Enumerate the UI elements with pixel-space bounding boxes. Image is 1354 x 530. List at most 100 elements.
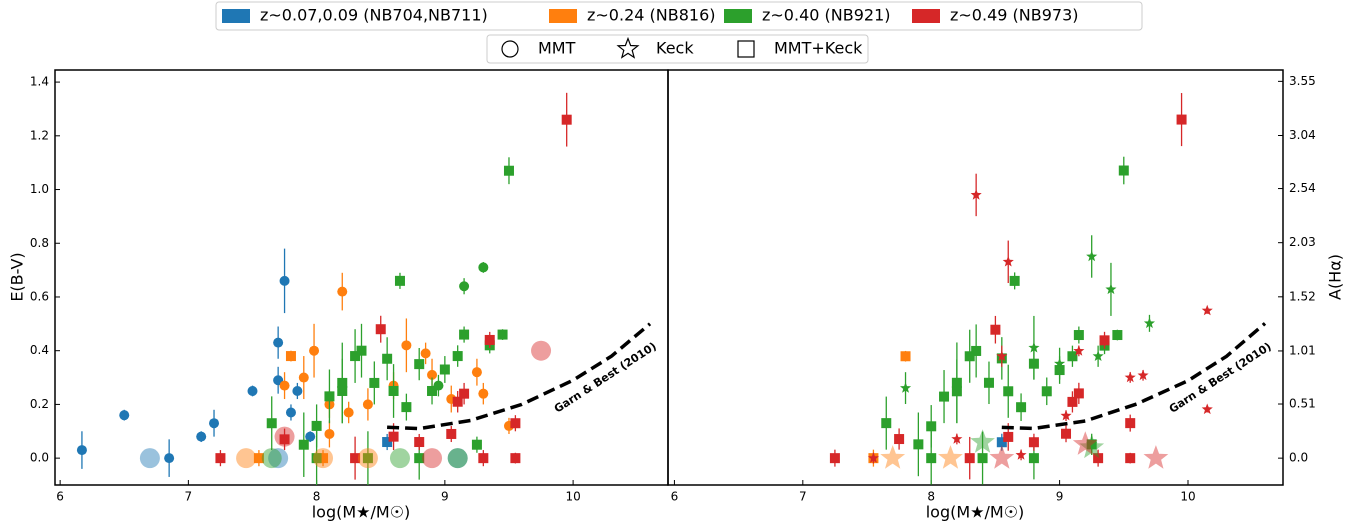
point <box>1125 418 1136 429</box>
point <box>1002 255 1014 267</box>
point <box>298 372 309 383</box>
point <box>459 329 470 340</box>
point <box>394 275 405 286</box>
point <box>447 448 468 469</box>
point <box>881 418 892 429</box>
point <box>926 453 937 464</box>
reference-curve <box>387 322 652 431</box>
point <box>268 448 289 469</box>
y2-tick-label: 3.55 <box>1289 74 1316 88</box>
legend-swatch <box>222 9 250 23</box>
x-tick-label: 10 <box>565 490 580 504</box>
point <box>894 434 905 445</box>
point <box>1073 388 1084 399</box>
legend-label: MMT+Keck <box>774 39 863 58</box>
point <box>1060 409 1072 421</box>
point <box>273 337 284 348</box>
point <box>1061 428 1072 439</box>
point <box>324 391 335 402</box>
curve-label: Garn & Best (2010) <box>552 340 659 416</box>
point <box>983 377 994 388</box>
point <box>970 429 995 453</box>
point <box>471 439 482 450</box>
point <box>389 448 410 469</box>
point <box>561 114 572 125</box>
point <box>1086 250 1098 262</box>
point <box>388 431 399 442</box>
point <box>1176 114 1187 125</box>
point <box>446 428 457 439</box>
point <box>964 351 975 362</box>
point <box>531 340 552 361</box>
y-axis-label: E(B-V) <box>8 252 27 301</box>
point <box>318 453 329 464</box>
point <box>285 407 296 418</box>
curve-label: Garn & Best (2010) <box>1167 340 1274 416</box>
point <box>484 334 495 345</box>
point <box>209 418 220 429</box>
point <box>497 329 508 340</box>
x-tick-label: 8 <box>313 490 321 504</box>
point <box>215 453 226 464</box>
legend-marker <box>616 36 640 59</box>
point <box>414 359 425 370</box>
point <box>311 453 322 464</box>
y-tick-label: 0.4 <box>30 343 49 357</box>
point <box>510 418 521 429</box>
point <box>1072 431 1098 455</box>
y2-tick-label: 0.0 <box>1289 451 1308 465</box>
marker-legend-box <box>486 34 869 64</box>
point <box>274 426 295 447</box>
point <box>196 431 207 442</box>
point <box>990 324 1001 335</box>
point <box>1086 438 1098 450</box>
y2-tick-label: 2.54 <box>1289 181 1316 195</box>
point <box>1015 449 1027 460</box>
point <box>977 453 988 464</box>
point <box>76 445 87 456</box>
point <box>343 407 354 418</box>
point <box>414 437 425 448</box>
point <box>139 448 160 469</box>
point <box>1028 341 1040 353</box>
point <box>382 353 393 364</box>
point <box>1143 317 1155 329</box>
point <box>420 348 431 359</box>
y2-tick-label: 1.01 <box>1289 343 1316 357</box>
point <box>1105 283 1117 295</box>
x-axis-label: log(M★/M☉) <box>926 503 1025 522</box>
point <box>1124 371 1136 383</box>
point <box>422 448 443 469</box>
legend-label: z~0.07,0.09 (NB704,NB711) <box>260 6 488 25</box>
point <box>900 351 911 362</box>
point <box>298 439 309 450</box>
point <box>1125 453 1136 464</box>
legend-label: z~0.49 (NB973) <box>950 6 1078 25</box>
point <box>926 421 937 432</box>
point <box>253 453 264 464</box>
point <box>164 453 175 464</box>
point <box>951 433 963 444</box>
point <box>867 452 879 463</box>
point <box>1067 351 1078 362</box>
legend-label: Keck <box>656 39 694 58</box>
point <box>471 367 482 378</box>
reference-curve <box>1001 322 1267 431</box>
point <box>1092 350 1104 361</box>
point <box>1016 402 1027 413</box>
legend-label: z~0.40 (NB921) <box>762 6 890 25</box>
left-panel-frame <box>54 69 669 486</box>
point <box>292 385 303 396</box>
point <box>913 439 924 450</box>
legend-marker <box>501 40 519 58</box>
point <box>503 165 514 176</box>
y-tick-label: 0.8 <box>30 236 49 250</box>
x-axis-label: log(M★/M☉) <box>312 503 411 522</box>
point <box>447 448 468 469</box>
point <box>362 453 373 464</box>
point <box>279 380 290 391</box>
x-tick-label: 8 <box>927 490 935 504</box>
point <box>119 410 130 421</box>
point <box>1201 304 1213 316</box>
